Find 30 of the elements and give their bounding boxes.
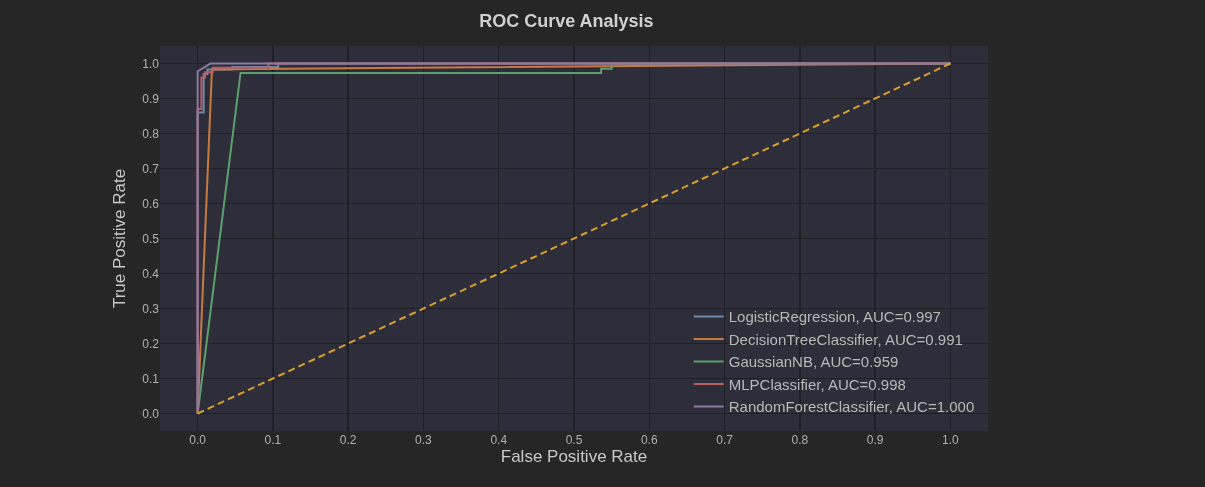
y-axis-title: True Positive Rate: [109, 168, 129, 309]
y-tick-label: 0.6: [142, 196, 160, 211]
legend-label: LogisticRegression, AUC=0.997: [728, 308, 941, 326]
x-tick-label: 1.0: [942, 433, 960, 447]
x-tick-label: 0.5: [565, 433, 583, 447]
x-axis-title: False Positive Rate: [500, 447, 648, 466]
y-tick-label: 1.0: [142, 56, 160, 71]
x-tick-label: 0.9: [866, 433, 884, 447]
y-tick-label: 0.2: [142, 336, 160, 351]
legend-label: DecisionTreeClassifier, AUC=0.991: [728, 330, 963, 348]
x-tick-label: 0.7: [716, 433, 734, 447]
x-tick-label: 0.6: [640, 433, 658, 447]
chart-title: ROC Curve Analysis: [479, 11, 654, 32]
x-tick-label: 0.3: [415, 433, 433, 447]
y-tick-label: 0.4: [142, 266, 160, 281]
y-tick-label: 0.8: [142, 126, 160, 141]
x-tick-label: 0.8: [791, 433, 809, 447]
y-tick-label: 0.9: [142, 91, 160, 106]
legend-label: MLPClassifier, AUC=0.998: [728, 375, 906, 393]
x-tick-label: 0.2: [339, 433, 357, 447]
x-tick-label: 0.1: [264, 433, 282, 447]
x-tick-label: 0.0: [189, 433, 207, 447]
legend-label: RandomForestClassifier, AUC=1.000: [728, 398, 975, 416]
y-tick-label: 0.0: [142, 406, 160, 421]
y-tick-label: 0.1: [142, 371, 160, 386]
y-tick-label: 0.5: [142, 231, 160, 246]
legend-label: GaussianNB, AUC=0.959: [728, 353, 899, 371]
y-tick-label: 0.3: [142, 301, 160, 316]
y-tick-label: 0.7: [142, 161, 160, 176]
x-tick-label: 0.4: [490, 433, 508, 447]
